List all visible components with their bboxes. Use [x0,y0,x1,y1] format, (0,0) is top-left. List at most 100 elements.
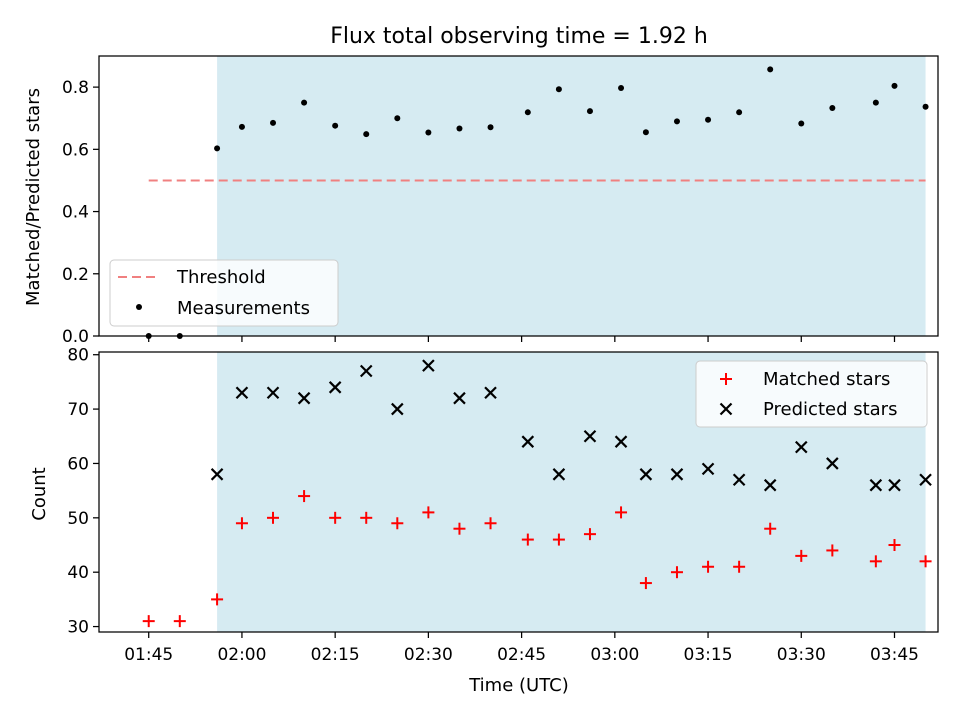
cross-stroke [583,429,597,443]
cross-stroke [484,386,497,400]
measurement-point [270,119,277,126]
predicted-star-points [210,359,932,492]
top-axis-ticks: 0.0 0.2 0.4 0.6 0.8 [62,78,896,347]
matched-star-point [615,506,628,519]
matched-star-points [142,490,932,628]
cross-stroke [422,359,435,372]
cross-stroke [794,440,808,454]
cross-stroke [328,381,342,394]
legend-matched-swatch [720,373,732,385]
cross-stroke [869,478,883,492]
predicted-star-point [826,457,839,470]
matched-star-point [173,615,186,628]
matched-star-point [521,533,534,546]
cross-stroke [639,468,653,481]
cross-stroke [763,478,777,492]
measurement-point [922,103,929,110]
cross-stroke [719,402,733,416]
cross-stroke [210,468,224,481]
matched-star-point [869,555,882,568]
predicted-star-point [297,391,311,405]
cross-stroke [359,364,373,378]
measurement-point [618,85,625,92]
measurement-point [705,116,712,123]
bottom-y-axis-label: Count [29,467,50,520]
cross-stroke [391,402,404,416]
cross-stroke [826,457,839,470]
matched-star-point [484,517,497,530]
measurement-point [767,66,774,73]
x-tick-label: 01:45 [124,645,173,665]
legend-threshold-label: Threshold [176,267,266,288]
measurement-point [798,120,805,127]
measurement-point [736,109,743,116]
bottom-legend: Matched stars Predicted stars [695,360,928,428]
predicted-star-point [869,478,883,492]
predicted-star-point [266,386,280,400]
cross-stroke [552,468,566,481]
top-panel: 0.00.20.40.60.8 Matched/Predicted stars … [23,55,939,347]
y-tick-label: 60 [67,454,89,474]
x-tick-label: 02:15 [311,645,360,665]
predicted-star-point [391,402,404,416]
matched-star-point [888,539,901,552]
matched-star-point [422,506,435,519]
matched-star-point [826,544,839,557]
predicted-star-point [919,473,932,487]
matched-star-point [583,528,596,541]
legend-predicted-swatch [719,402,733,416]
y-tick-label: 70 [67,400,89,420]
y-tick-label: 0.8 [62,78,89,98]
legend-measurements-label: Measurements [177,298,310,319]
top-legend: Threshold Measurements [109,259,339,327]
predicted-star-point [794,440,808,454]
measurement-point [829,104,836,111]
cross-stroke [888,478,901,492]
measurement-point [363,131,370,138]
predicted-star-point [359,364,373,378]
cross-stroke [297,391,311,405]
chart-title: Flux total observing time = 1.92 h [330,24,708,49]
legend-x-marker [719,402,733,416]
matched-star-point [733,560,746,573]
predicted-star-point [521,435,535,448]
predicted-star-point [701,462,715,476]
x-tick-label: 03:15 [684,645,733,665]
matched-star-point [267,511,280,524]
cross-stroke [453,391,466,405]
y-tick-label: 0.2 [62,265,89,285]
matched-star-point [764,522,777,535]
top-y-axis-label: Matched/Predicted stars [23,88,44,306]
predicted-star-point [583,429,597,443]
matched-star-point [919,555,932,568]
x-axis-label: Time (UTC) [468,675,569,696]
y-tick-label: 80 [67,346,89,366]
predicted-star-point [670,468,684,481]
y-tick-label: 30 [67,618,89,638]
cross-stroke [266,386,280,400]
matched-star-point [298,490,311,503]
measurement-point [673,118,680,125]
x-tick-label: 03:30 [777,645,826,665]
predicted-star-point [453,391,466,405]
top-legend-box [109,259,339,327]
legend-plus-marker [720,373,732,385]
matched-star-point [795,549,808,562]
matched-star-point [552,533,565,546]
y-tick-label: 0.0 [62,327,89,347]
x-tick-label: 02:00 [217,645,266,665]
x-tick-label: 02:45 [497,645,546,665]
matched-star-point [702,560,715,573]
measurement-point [555,86,562,93]
measurement-point [872,99,879,106]
measurement-point [425,129,432,136]
measurement-point [891,82,898,89]
measurement-point [238,123,245,130]
top-axes-frame [98,55,939,337]
predicted-star-point [888,478,901,492]
predicted-star-point [235,386,249,400]
cross-stroke [701,462,715,476]
measurement-point [524,109,531,116]
matched-star-point [142,615,155,628]
